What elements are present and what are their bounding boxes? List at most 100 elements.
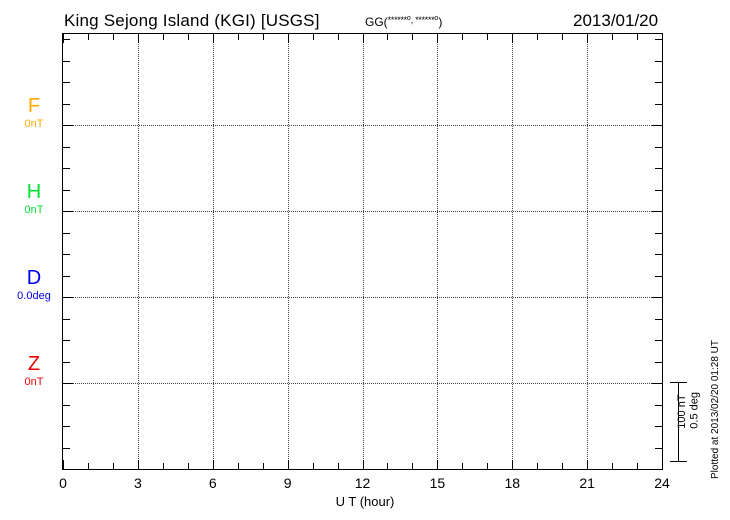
right-axis-tick (652, 211, 662, 212)
plot-area (62, 33, 663, 470)
bottom-axis-tick (262, 463, 264, 469)
vertical-gridline (137, 34, 139, 469)
scale-bar-labels: 100 nT 0.5 deg (676, 392, 701, 429)
gg-latitude: ****** (387, 15, 408, 25)
bottom-axis-tick (612, 463, 614, 469)
left-axis-tick (63, 362, 70, 363)
gg-prefix: GG (365, 15, 384, 29)
right-axis-tick (655, 82, 662, 83)
x-axis-tick-label: 24 (654, 475, 670, 491)
right-axis-tick (655, 147, 662, 148)
top-axis-tick (87, 34, 89, 40)
top-axis-tick (137, 34, 139, 43)
x-axis-tick-label: 15 (429, 475, 446, 491)
bottom-axis-tick (512, 460, 514, 469)
vertical-gridline (437, 34, 439, 469)
right-axis-tick (655, 405, 662, 406)
plotted-at-timestamp: Plotted at 2013/02/20 01:28 UT (710, 340, 721, 479)
bottom-axis-tick (487, 463, 489, 469)
left-axis-tick (63, 405, 70, 406)
bottom-axis-tick (63, 460, 64, 469)
vertical-gridline (212, 34, 214, 469)
vertical-gridline (362, 34, 364, 469)
right-axis-tick (655, 168, 662, 169)
top-axis-tick (287, 34, 289, 43)
top-axis-tick (337, 34, 339, 40)
bottom-axis-tick (162, 463, 164, 469)
x-axis-tick-label: 6 (208, 475, 217, 491)
baseline-gridline-z (63, 383, 662, 384)
component-letter-z: Z (27, 353, 41, 375)
right-axis-tick (652, 383, 662, 384)
left-axis-tick (63, 276, 70, 277)
baseline-gridline-d (63, 297, 662, 298)
gg-close-paren: ) (438, 15, 443, 29)
baseline-gridline-h (63, 211, 662, 212)
x-axis-tick-label: 0 (59, 475, 67, 491)
left-axis-tick (63, 297, 73, 298)
x-axis-title: U T (hour) (335, 494, 395, 509)
top-axis-tick (387, 34, 389, 40)
top-axis-tick (562, 34, 564, 40)
left-axis-tick (63, 168, 70, 169)
top-axis-tick (512, 34, 514, 43)
left-axis-tick (63, 125, 73, 126)
left-axis-tick (63, 147, 70, 148)
x-axis-tick-label: 18 (504, 475, 521, 491)
bottom-axis-tick (362, 460, 364, 469)
left-axis-tick (63, 254, 70, 255)
bottom-axis-tick (537, 463, 539, 469)
gg-longitude-degree-symbol: o (434, 15, 439, 22)
right-axis-tick (655, 319, 662, 320)
component-letter-h: H (26, 181, 42, 203)
top-axis-tick (162, 34, 164, 40)
top-axis-tick (537, 34, 539, 40)
gg-latitude-degree-symbol: o (406, 15, 411, 22)
component-unit-d: 0.0deg (17, 290, 51, 302)
x-axis-tick-label: 9 (283, 475, 292, 491)
right-axis-tick (652, 297, 662, 298)
top-axis-tick (437, 34, 439, 43)
right-axis-tick (655, 254, 662, 255)
component-letter-d: D (26, 267, 42, 289)
top-axis-tick (587, 34, 589, 43)
right-axis-tick (655, 448, 662, 449)
geographic-coordinates: GG(******o, ******o) (365, 15, 442, 29)
bottom-axis-tick (137, 460, 139, 469)
scale-deg-label: 0.5 deg (688, 392, 701, 429)
top-axis-tick (237, 34, 239, 40)
left-axis-tick (63, 211, 73, 212)
baseline-gridline-f (63, 125, 662, 126)
left-axis-tick (63, 233, 70, 234)
top-axis-tick (412, 34, 414, 40)
vertical-gridline (512, 34, 514, 469)
observation-date: 2013/01/20 (573, 11, 659, 30)
component-label-f: F 0nT (8, 96, 60, 130)
gg-separator: , (410, 15, 416, 25)
left-axis-tick (63, 82, 70, 83)
right-axis-tick (655, 426, 662, 427)
right-axis-tick (655, 340, 662, 341)
component-label-z: Z 0nT (8, 354, 60, 388)
bottom-axis-tick (312, 463, 314, 469)
left-axis-tick (63, 383, 73, 384)
right-axis-tick (655, 61, 662, 62)
bottom-axis-tick (112, 463, 114, 469)
scale-nt-label: 100 nT (676, 394, 688, 429)
vertical-gridline (287, 34, 289, 469)
top-axis-tick (612, 34, 614, 40)
top-axis-tick (112, 34, 114, 40)
right-axis-tick (655, 190, 662, 191)
bottom-axis-tick (87, 463, 89, 469)
scale-bar (670, 382, 687, 462)
bottom-axis-tick (212, 460, 214, 469)
right-axis-tick (652, 125, 662, 126)
bottom-axis-tick (437, 460, 439, 469)
component-unit-h: 0nT (24, 204, 44, 216)
bottom-axis-tick (287, 460, 289, 469)
component-unit-f: 0nT (24, 118, 44, 130)
x-axis-tick-label: 3 (133, 475, 142, 491)
gg-longitude: ****** (415, 15, 435, 25)
left-axis-tick (63, 61, 70, 62)
